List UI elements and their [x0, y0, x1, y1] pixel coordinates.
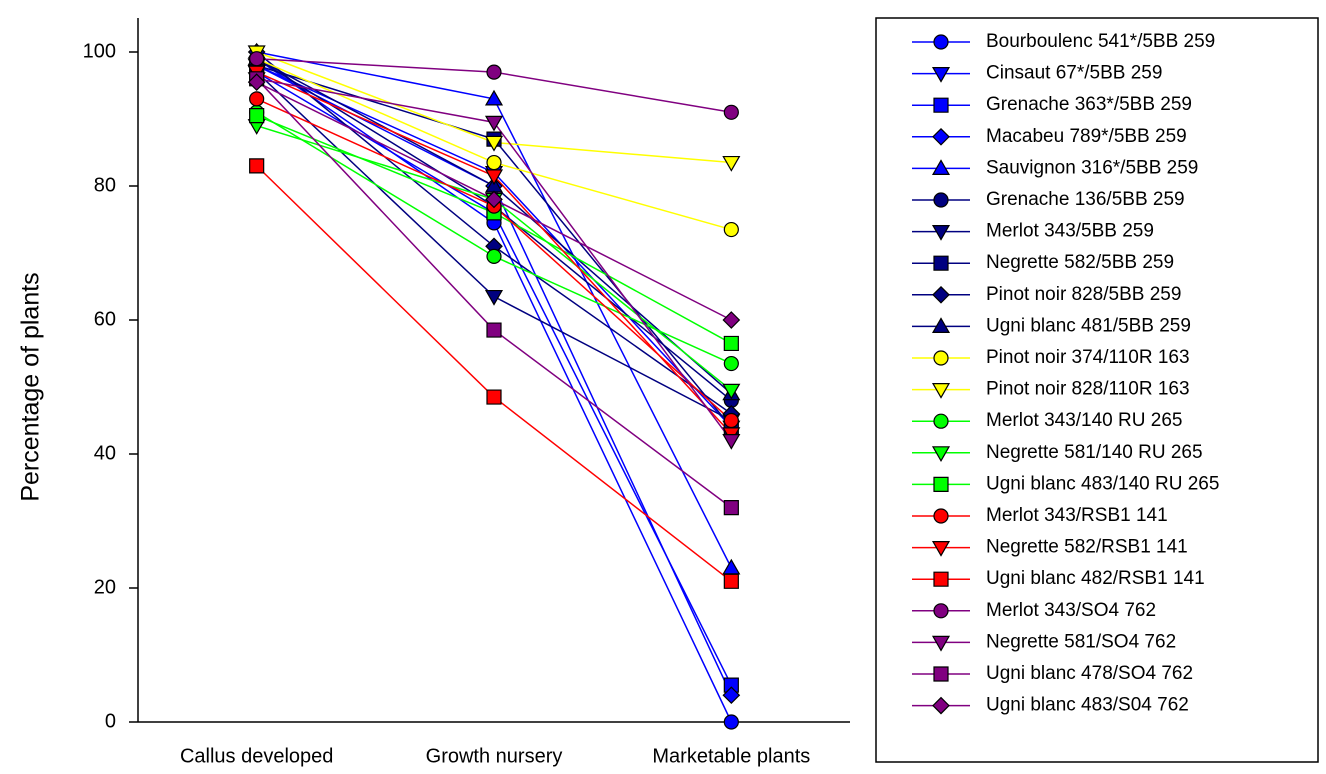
- legend-marker: [931, 225, 951, 241]
- legend-label: Bourboulenc 541*/5BB 259: [986, 31, 1215, 52]
- data-point: [249, 158, 265, 174]
- data-point: [723, 335, 739, 352]
- legend-label: Pinot noir 828/5BB 259: [986, 284, 1181, 305]
- data-point: [486, 154, 502, 171]
- legend-label: Grenache 136/5BB 259: [986, 189, 1185, 210]
- data-point: [723, 677, 739, 693]
- data-point: [722, 434, 741, 450]
- y-tick-label: 60: [94, 308, 116, 330]
- legend-marker: [933, 476, 949, 492]
- data-point: [723, 104, 739, 120]
- data-point: [723, 412, 739, 429]
- legend-marker: [931, 383, 951, 399]
- data-point: [485, 190, 503, 209]
- x-tick-label: Marketable plants: [652, 745, 810, 767]
- legend-marker: [932, 696, 950, 715]
- data-point: [723, 355, 739, 372]
- legend-marker: [933, 508, 949, 524]
- data-point: [486, 64, 502, 80]
- legend-marker: [932, 285, 950, 304]
- data-point: [486, 248, 502, 264]
- legend-marker: [931, 66, 951, 83]
- legend-label: Negrette 581/SO4 762: [986, 631, 1176, 652]
- legend-label: Pinot noir 828/110R 163: [986, 379, 1190, 400]
- legend-label: Ugni blanc 482/RSB1 141: [986, 568, 1205, 589]
- legend-label: Grenache 363*/5BB 259: [986, 94, 1192, 115]
- data-point: [723, 221, 739, 238]
- data-point: [486, 322, 502, 338]
- legend-label: Negrette 581/140 RU 265: [986, 442, 1203, 463]
- y-tick-label: 0: [105, 710, 116, 732]
- data-point: [484, 135, 504, 152]
- legend-marker: [932, 127, 950, 146]
- data-point: [249, 91, 265, 107]
- data-point: [484, 115, 504, 132]
- x-tick-label: Callus developed: [180, 745, 333, 767]
- legend-label: Macabeu 789*/5BB 259: [986, 126, 1187, 147]
- legend-label: Merlot 343/140 RU 265: [986, 410, 1182, 431]
- data-point: [486, 389, 502, 405]
- data-point: [723, 500, 739, 516]
- legend-marker: [933, 97, 949, 113]
- legend-marker: [931, 317, 951, 333]
- legend-label: Ugni blanc 481/5BB 259: [986, 315, 1191, 336]
- data-point: [722, 383, 741, 400]
- legend-label: Merlot 343/RSB1 141: [986, 505, 1168, 526]
- data-point: [723, 714, 739, 730]
- y-axis-label: Percentage of plants: [17, 272, 45, 501]
- legend-label: Merlot 343/5BB 259: [986, 221, 1154, 242]
- data-point: [484, 89, 504, 106]
- legend-label: Cinsaut 67*/5BB 259: [986, 63, 1162, 84]
- y-tick-label: 20: [94, 576, 116, 598]
- legend-marker: [933, 350, 949, 366]
- legend-marker: [933, 666, 949, 682]
- data-point: [723, 573, 739, 589]
- data-point: [247, 73, 266, 91]
- legend-marker: [933, 255, 949, 271]
- data-point: [722, 311, 741, 329]
- data-point: [722, 686, 741, 705]
- legend-label: Ugni blanc 478/SO4 762: [986, 663, 1193, 684]
- legend-marker: [933, 413, 949, 429]
- y-tick-label: 40: [94, 442, 116, 464]
- y-tick-label: 80: [94, 174, 116, 196]
- legend-label: Negrette 582/RSB1 141: [986, 537, 1188, 558]
- legend-marker: [933, 34, 949, 50]
- legend-label: Ugni blanc 483/S04 762: [986, 695, 1189, 716]
- series-line: [256, 51, 732, 415]
- legend-label: Negrette 582/5BB 259: [986, 252, 1174, 273]
- x-tick-label: Growth nursery: [426, 745, 563, 767]
- legend-marker: [931, 446, 951, 463]
- legend-label: Pinot noir 374/110R 163: [986, 347, 1190, 368]
- legend-marker: [933, 192, 949, 208]
- legend-label: Ugni blanc 483/140 RU 265: [986, 473, 1219, 494]
- data-point: [722, 155, 741, 172]
- legend-label: Sauvignon 316*/5BB 259: [986, 157, 1198, 178]
- data-point: [249, 108, 265, 124]
- data-point: [484, 169, 504, 186]
- legend-marker: [933, 571, 949, 587]
- legend-marker: [931, 159, 951, 175]
- y-tick-label: 100: [83, 40, 116, 62]
- legend-label: Merlot 343/SO4 762: [986, 600, 1156, 621]
- legend-marker: [931, 635, 951, 652]
- data-point: [484, 289, 504, 306]
- data-point: [249, 51, 265, 67]
- legend-marker: [931, 540, 951, 557]
- data-point: [722, 558, 741, 575]
- legend-marker: [933, 603, 949, 619]
